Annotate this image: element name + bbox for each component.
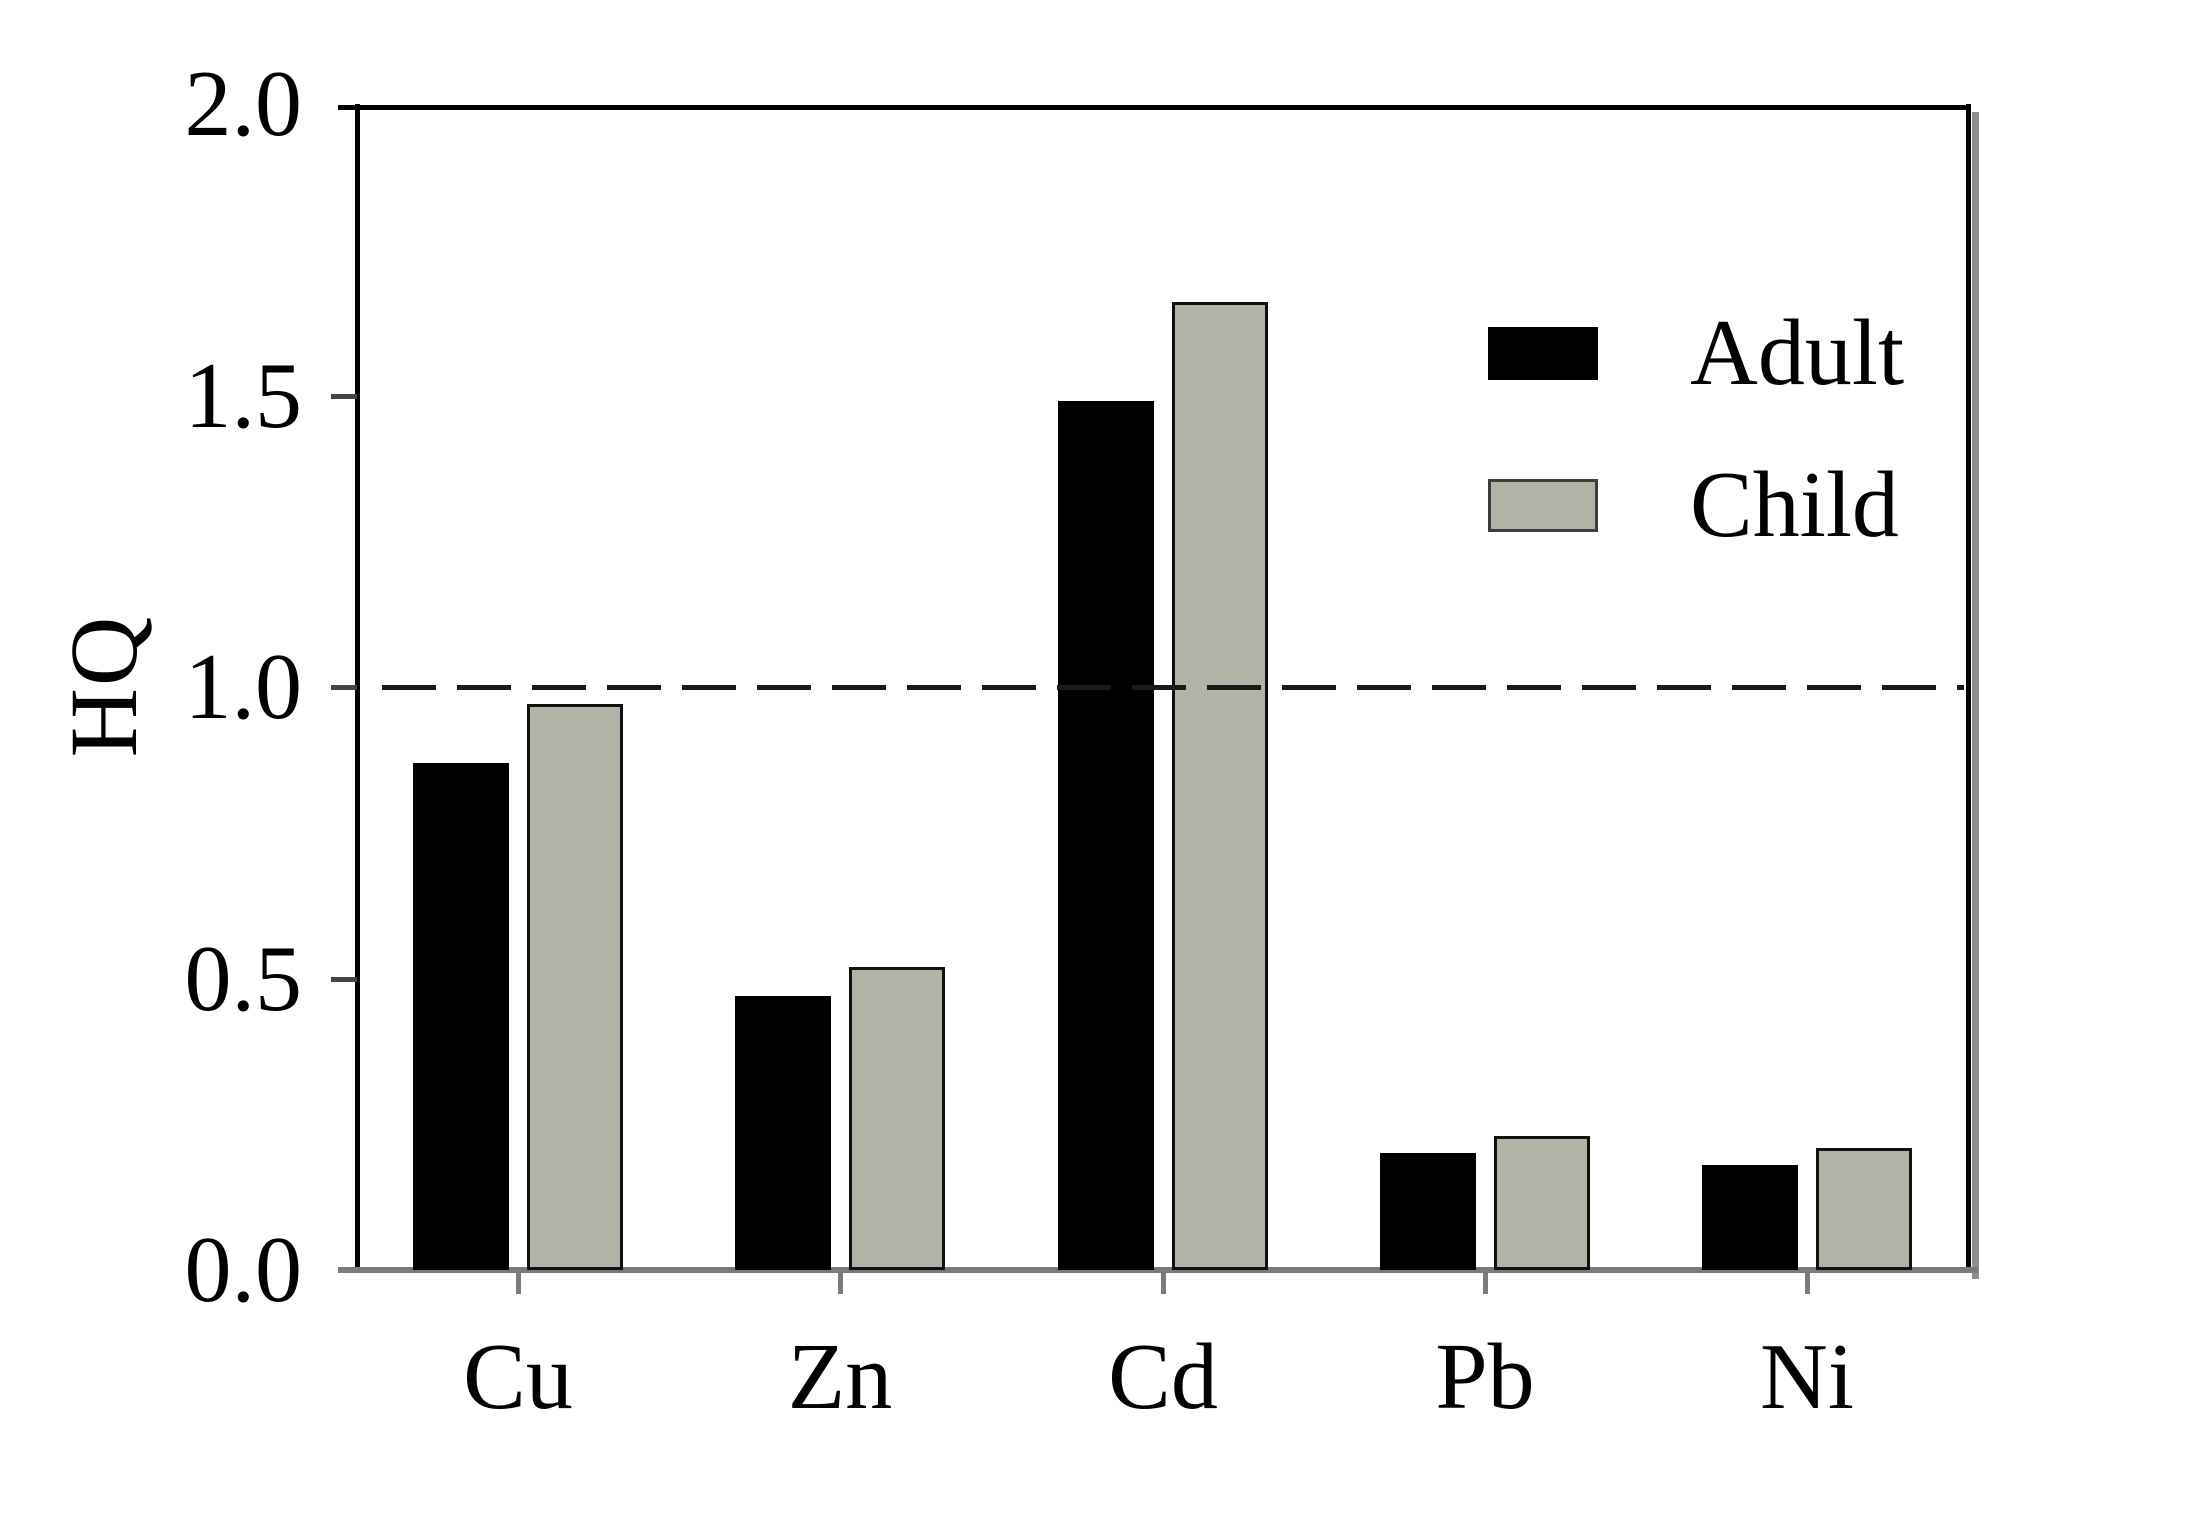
bar-child-cd [1172, 302, 1268, 1270]
x-tick-cu [516, 1273, 521, 1294]
category-label-zn: Zn [787, 1325, 893, 1429]
plot-right-border-shadow [1972, 112, 1979, 1279]
bar-adult-cu [413, 763, 509, 1270]
y-tick-0.5 [331, 977, 357, 982]
bar-child-cu [527, 704, 623, 1270]
x-tick-pb [1483, 1273, 1488, 1294]
reference-dashed-line [361, 685, 1964, 690]
legend-swatch-adult [1488, 326, 1598, 380]
bar-adult-ni [1702, 1165, 1798, 1270]
category-label-cd: Cd [1108, 1325, 1218, 1429]
y-tick-1.0 [331, 685, 357, 690]
y-tick-label-0.0: 0.0 [184, 1218, 303, 1322]
bar-adult-zn [735, 996, 831, 1270]
plot-right-border [1966, 104, 1971, 1273]
legend: Adult Child [1488, 306, 1904, 552]
y-tick-1.5 [331, 394, 357, 399]
x-tick-zn [838, 1273, 843, 1294]
y-tick-label-0.5: 0.5 [184, 927, 303, 1031]
x-tick-cd [1161, 1273, 1166, 1294]
bar-child-pb [1494, 1136, 1590, 1270]
plot-area [357, 104, 1968, 1270]
legend-label-child: Child [1690, 453, 1899, 557]
category-label-ni: Ni [1760, 1325, 1854, 1429]
y-tick-label-1.0: 1.0 [184, 635, 303, 739]
bar-child-zn [849, 967, 945, 1270]
plot-top-border [338, 105, 1970, 110]
bar-adult-pb [1380, 1153, 1476, 1270]
x-axis-line [338, 1267, 1978, 1273]
y-axis-line [355, 104, 360, 1273]
legend-item-child: Child [1488, 458, 1904, 552]
bar-child-ni [1816, 1148, 1912, 1270]
legend-swatch-child [1488, 478, 1598, 532]
legend-label-adult: Adult [1690, 301, 1905, 405]
y-tick-label-2.0: 2.0 [184, 52, 303, 156]
category-label-cu: Cu [463, 1325, 573, 1429]
x-tick-ni [1805, 1273, 1810, 1294]
category-label-pb: Pb [1435, 1325, 1535, 1429]
y-tick-label-1.5: 1.5 [184, 344, 303, 448]
legend-item-adult: Adult [1488, 306, 1904, 400]
bar-adult-cd [1058, 401, 1154, 1270]
